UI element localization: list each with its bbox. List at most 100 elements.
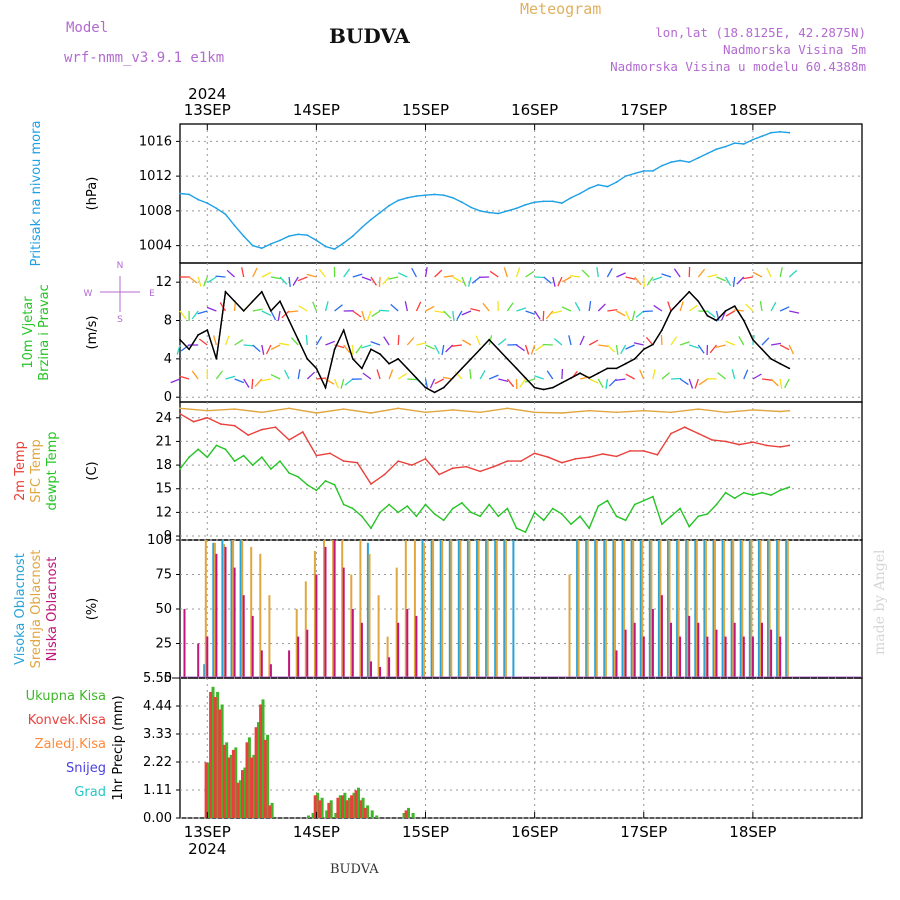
data-point-temp2m [656,453,659,456]
data-point-sfc_temp [588,409,591,412]
wind-barb [788,269,798,278]
wind-barb [203,276,208,287]
wind-barb [191,310,199,320]
wind-barb [251,378,254,390]
bar-mid_cloud [695,540,698,678]
bar-low_cloud [688,615,691,678]
wind-barb [625,344,635,350]
data-point-temp2m [411,464,413,466]
wind-barb [788,344,795,355]
bar-mid_cloud [213,542,216,678]
model-name: wrf-nmm_v3.9.1 e1km [64,50,225,66]
bar-high_cloud [466,540,469,678]
bar-low_cloud [724,636,727,678]
series-line-pressure [179,131,790,250]
data-point-temp2m [301,431,304,433]
wind-barb [224,335,230,346]
wind-barb [625,276,636,280]
wind-barb [225,375,236,380]
y-axis-label: SFC Temp [29,439,44,503]
bar-high_cloud [430,540,433,678]
wind-barb [361,276,372,282]
bar-low_cloud [269,664,272,678]
bar-total_precip [366,805,370,818]
wind-barb [534,310,541,320]
legend-item: Zaledj.Kisa [35,737,106,752]
wind-barb [198,338,208,346]
data-point-sfc_temp [642,409,645,412]
wind-barb [784,378,790,389]
bar-low_cloud [342,567,345,678]
wind-barb [315,336,323,346]
wind-barb [634,276,642,286]
wind-barb [479,369,486,380]
data-point-dewpt [588,527,591,530]
wind-barb [305,335,308,346]
bar-low_cloud [642,636,645,678]
wind-barb [191,370,199,380]
data-point-pressure [224,213,227,216]
data-point-sfc_temp [670,411,672,414]
data-point-pressure [724,145,727,148]
data-point-temp2m [465,465,468,468]
wind-barb [234,339,244,346]
data-point-sfc_temp [288,407,290,410]
data-point-temp2m [588,456,591,459]
data-point-sfc_temp [779,410,782,413]
data-point-pressure [606,185,609,188]
data-point-temp2m [492,465,495,468]
bar-high_cloud [576,540,579,678]
bar-high_cloud [739,540,742,678]
bar-conv_precip [318,800,322,818]
bottom-date-label: 16SEP [511,823,558,841]
data-point-dewpt [370,527,372,530]
wind-barb [535,344,545,352]
bar-conv_precip [227,757,231,818]
wind-barb [179,375,190,380]
data-point-dewpt [697,515,700,518]
bar-high_cloud [366,542,369,678]
wind-barb [552,276,556,287]
bar-total_precip [370,810,374,818]
bar-mid_cloud [686,540,689,678]
bar-low_cloud [615,650,618,678]
wind-barb [725,276,732,287]
wind-barb [616,310,626,317]
y-tick-label: 12 [155,505,172,520]
wind-barb [212,335,217,346]
bar-mid_cloud [377,595,380,678]
wind-barb [424,266,428,278]
bar-low_cloud [297,636,300,678]
wind-barb [542,343,553,346]
wind-barb [188,276,198,284]
data-point-pressure [679,159,681,162]
wind-barb [506,302,514,312]
wind-barb [416,342,427,346]
bar-high_cloud [494,540,497,678]
data-point-dewpt [497,515,500,518]
data-point-pressure [533,201,536,204]
bar-total_precip [338,795,342,818]
bar-high_cloud [512,540,515,678]
wind-barb [390,303,399,312]
wind-barb [553,338,563,346]
wind-barb [361,310,366,321]
data-point-pressure [433,193,436,196]
bar-mid_cloud [232,540,235,678]
bar-low_cloud [215,553,218,678]
bar-low_cloud [351,609,354,678]
data-point-dewpt [688,525,691,528]
data-point-dewpt [179,468,181,470]
data-point-dewpt [451,507,454,510]
bar-conv_precip [263,739,267,818]
bar-low_cloud [415,615,418,678]
wind-barb [270,344,281,351]
bar-mid_cloud [504,540,507,678]
wind-barb [643,276,645,288]
wind-barb [378,276,381,288]
y-axis-unit: (m/s) [85,316,100,350]
data-point-pressure [397,199,400,202]
wind-barb [270,310,277,321]
wind-barb [370,276,377,286]
bar-conv_precip [209,691,213,818]
